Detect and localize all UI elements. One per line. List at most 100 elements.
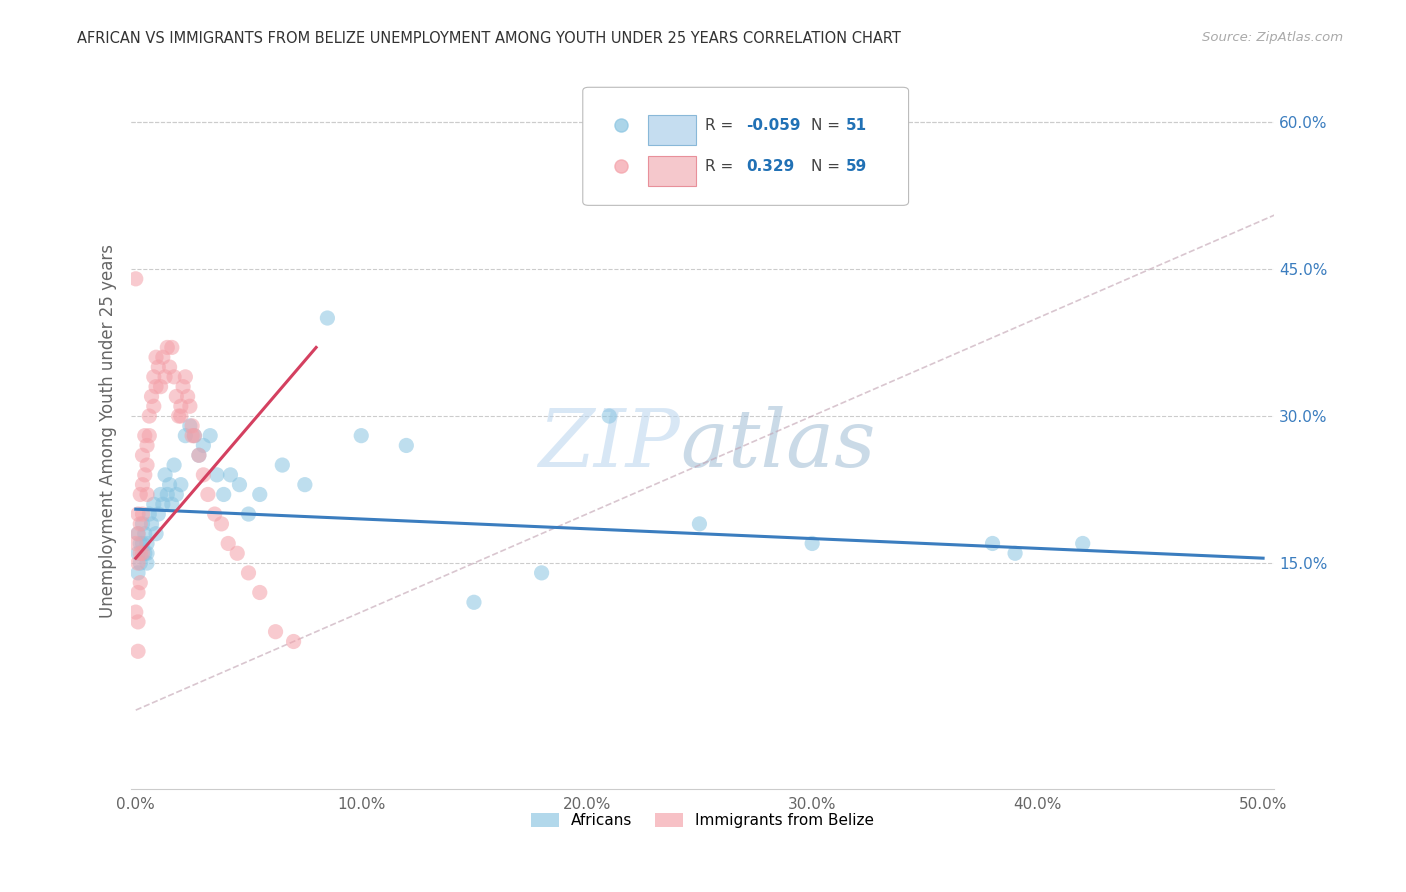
Point	[125, 605, 148, 619]
Point	[193, 467, 215, 482]
Point	[156, 487, 179, 501]
Point	[181, 428, 204, 442]
Point	[219, 467, 242, 482]
Text: 59: 59	[845, 159, 868, 174]
Point	[138, 507, 160, 521]
Point	[125, 536, 148, 550]
Point	[159, 359, 181, 374]
Point	[141, 516, 163, 531]
Point	[134, 526, 156, 541]
Point	[316, 311, 339, 326]
Point	[183, 428, 205, 442]
Point	[294, 477, 316, 491]
Point	[149, 487, 172, 501]
Point	[145, 379, 167, 393]
Point	[238, 507, 260, 521]
Point	[153, 369, 176, 384]
Point	[463, 595, 485, 609]
Point	[142, 399, 165, 413]
Point	[136, 487, 159, 501]
Point	[127, 644, 149, 658]
Point	[127, 546, 149, 560]
Point	[136, 458, 159, 472]
Point	[134, 546, 156, 560]
Point	[172, 379, 194, 393]
Point	[187, 448, 209, 462]
Point	[165, 487, 187, 501]
Point	[127, 615, 149, 629]
Point	[127, 526, 149, 541]
Text: N =: N =	[811, 159, 845, 174]
Point	[395, 438, 418, 452]
Point	[131, 477, 153, 491]
Point	[149, 379, 172, 393]
Point	[163, 458, 186, 472]
Point	[350, 428, 373, 442]
Y-axis label: Unemployment Among Youth under 25 years: Unemployment Among Youth under 25 years	[100, 244, 117, 618]
Point	[170, 409, 193, 423]
Point	[125, 272, 148, 286]
Point	[174, 369, 197, 384]
Point	[170, 477, 193, 491]
Point	[183, 428, 205, 442]
Point	[238, 566, 260, 580]
Point	[165, 389, 187, 403]
Point	[174, 428, 197, 442]
Point	[136, 556, 159, 570]
Point	[129, 546, 152, 560]
Point	[127, 566, 149, 580]
FancyBboxPatch shape	[648, 156, 696, 186]
Point	[141, 389, 163, 403]
Point	[129, 516, 152, 531]
Point	[159, 477, 181, 491]
Point	[197, 487, 219, 501]
Point	[187, 448, 209, 462]
Point	[131, 516, 153, 531]
Point	[271, 458, 294, 472]
Point	[129, 487, 152, 501]
Point	[129, 536, 152, 550]
Point	[204, 507, 226, 521]
Text: 51: 51	[845, 118, 868, 133]
Point	[193, 438, 215, 452]
Point	[127, 585, 149, 599]
Point	[1071, 536, 1094, 550]
Point	[142, 497, 165, 511]
Point	[209, 516, 232, 531]
Point	[163, 369, 186, 384]
Point	[530, 566, 553, 580]
Point	[148, 507, 170, 521]
Point	[688, 516, 710, 531]
Point	[981, 536, 1004, 550]
Point	[129, 556, 152, 570]
Text: Source: ZipAtlas.com: Source: ZipAtlas.com	[1202, 31, 1343, 45]
Point	[152, 350, 174, 364]
Text: ZIP: ZIP	[538, 407, 681, 483]
Point	[249, 487, 271, 501]
Point	[217, 536, 239, 550]
Point	[152, 497, 174, 511]
Point	[142, 369, 165, 384]
Point	[129, 575, 152, 590]
Point	[131, 448, 153, 462]
Point	[198, 428, 221, 442]
Point	[205, 467, 228, 482]
Point	[179, 418, 201, 433]
Point	[170, 399, 193, 413]
Point	[249, 585, 271, 599]
Point	[598, 409, 620, 423]
Text: R =: R =	[704, 159, 738, 174]
Point	[134, 428, 156, 442]
Point	[138, 428, 160, 442]
Text: R =: R =	[704, 118, 738, 133]
Point	[145, 526, 167, 541]
Text: N =: N =	[811, 118, 845, 133]
Legend: Africans, Immigrants from Belize: Africans, Immigrants from Belize	[526, 807, 880, 835]
Point	[153, 467, 176, 482]
Point	[176, 389, 198, 403]
Point	[160, 497, 183, 511]
Text: -0.059: -0.059	[747, 118, 801, 133]
Point	[127, 507, 149, 521]
Point	[136, 546, 159, 560]
Point	[138, 409, 160, 423]
